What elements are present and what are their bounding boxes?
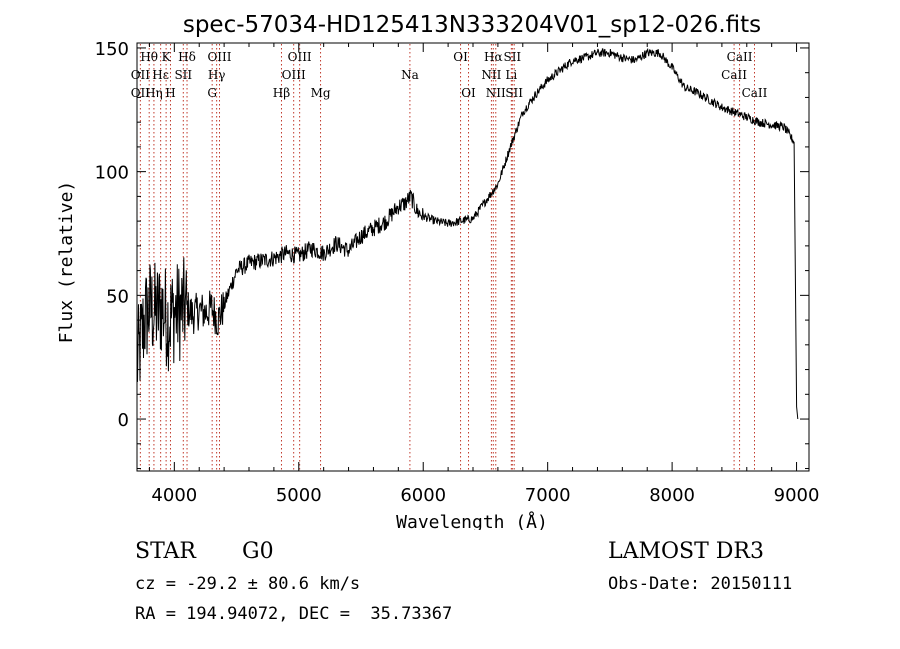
line-label: Li (505, 68, 517, 82)
x-axis-ticks: 4000 5000 6000 7000 8000 9000 (148, 43, 820, 506)
line-label: SII (503, 50, 521, 64)
y-tick-label: 150 (95, 39, 129, 60)
coordinates: RA = 194.94072, DEC = 35.73367 (135, 604, 453, 624)
x-tick-label: 6000 (400, 485, 446, 506)
emission-lines (139, 44, 755, 470)
line-label: NII (486, 86, 506, 100)
line-label: Mg (311, 86, 331, 100)
line-label: K (162, 50, 172, 64)
line-label: Hη (145, 86, 163, 100)
x-tick-label: 4000 (151, 485, 197, 506)
y-axis-ticks: 0 50 100 150 (95, 39, 809, 470)
line-label: OI (461, 86, 476, 100)
obs-date: Obs-Date: 20150111 (608, 574, 793, 594)
line-label: Hβ (273, 86, 290, 100)
spectrum-chart: spec-57034-HD125413N333204V01_sp12-026.f… (56, 12, 820, 530)
x-tick-label: 5000 (276, 485, 322, 506)
line-label: G (207, 86, 217, 100)
line-label: OII (131, 86, 151, 100)
line-label: H (165, 86, 175, 100)
line-label: CaII (742, 86, 768, 100)
survey-name: LAMOST DR3 (608, 539, 764, 564)
line-label: CaII (721, 68, 747, 82)
line-label: OIII (288, 50, 312, 64)
line-label: SII (174, 68, 192, 82)
y-tick-label: 0 (118, 410, 129, 431)
line-label: SII (505, 86, 523, 100)
line-label: Hθ (140, 50, 158, 64)
x-tick-label: 9000 (774, 485, 820, 506)
object-class: STAR (135, 539, 196, 564)
line-label: Hγ (208, 68, 226, 82)
line-label: Hδ (178, 50, 196, 64)
line-label: Hε (152, 68, 169, 82)
y-tick-label: 50 (106, 286, 129, 307)
y-tick-label: 100 (95, 163, 129, 184)
chart-title: spec-57034-HD125413N333204V01_sp12-026.f… (183, 12, 761, 38)
line-label: NII (481, 68, 501, 82)
x-axis-label: Wavelength (Å) (396, 511, 548, 530)
y-axis-label: Flux (relative) (56, 181, 77, 344)
line-label: OIII (282, 68, 306, 82)
line-label: CaII (727, 50, 753, 64)
plot-frame (136, 42, 810, 472)
line-label: OII (131, 68, 151, 82)
spectrum-line (136, 47, 799, 420)
x-tick-label: 8000 (649, 485, 695, 506)
line-label: Hα (484, 50, 503, 64)
object-subclass: G0 (242, 539, 274, 564)
line-label: OIII (207, 50, 231, 64)
line-label: OI (453, 50, 468, 64)
redshift-text: cz = -29.2 ± 80.6 km/s (135, 574, 361, 594)
x-tick-label: 7000 (525, 485, 571, 506)
line-label: Na (401, 68, 419, 82)
